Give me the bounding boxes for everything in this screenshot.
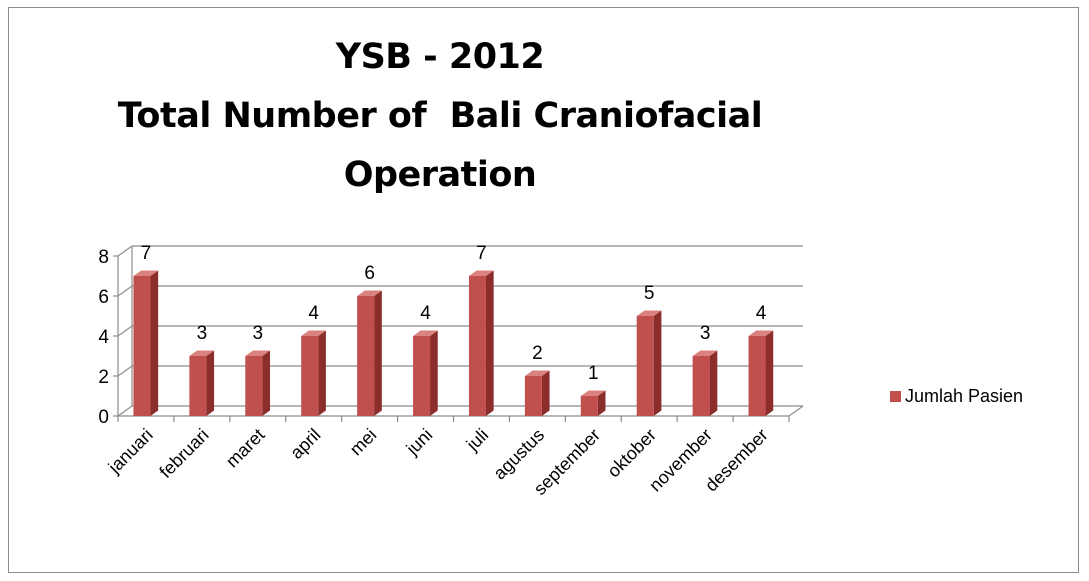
bar-top [413, 330, 438, 336]
data-label: 6 [364, 263, 375, 284]
bar-side [262, 350, 270, 416]
chart-frame [8, 7, 1079, 573]
bar-top [636, 310, 662, 316]
floor-edge [788, 405, 804, 417]
bar-side [653, 310, 662, 416]
bar-side [597, 390, 606, 416]
gridline-side [117, 285, 133, 297]
bar-side [430, 330, 438, 416]
bar-top [245, 350, 270, 356]
x-tick-label: mei [346, 425, 381, 460]
bar-juli [468, 276, 486, 416]
bar-side [765, 330, 774, 416]
bar-top [301, 330, 326, 336]
x-tick-label: januari [104, 425, 157, 478]
chart-legend: Jumlah Pasien [890, 386, 1023, 407]
data-label: 1 [588, 363, 599, 384]
bar-top [133, 270, 159, 276]
data-label: 4 [308, 303, 319, 324]
bar-side [206, 350, 215, 416]
bar-side [485, 270, 494, 416]
bar-juni [413, 336, 431, 416]
bar-side [318, 330, 326, 416]
bar-oktober [636, 316, 654, 416]
bar-top [357, 290, 382, 296]
x-tick-label: februari [155, 425, 212, 482]
gridline-side [117, 245, 133, 257]
data-label: 7 [476, 243, 487, 264]
gridline-side [117, 365, 133, 377]
x-tick-label: juli [462, 425, 492, 455]
bar-top [468, 270, 494, 276]
data-label: 3 [700, 323, 711, 344]
chart-title-line-1: YSB - 2012 [335, 37, 545, 77]
chart-title: YSB - 2012 Total Number of Bali Craniofa… [0, 28, 880, 205]
bar-januari [133, 276, 151, 416]
bar-maret [245, 356, 263, 416]
bar-desember [748, 336, 766, 416]
data-label: 4 [420, 303, 431, 324]
bar-november [692, 356, 710, 416]
bar-side [541, 370, 550, 416]
bar-mei [357, 296, 375, 416]
bar-top [189, 350, 215, 356]
data-label: 7 [141, 243, 152, 264]
data-label: 5 [644, 283, 655, 304]
bar-top [748, 330, 774, 336]
gridline-side [117, 405, 133, 417]
bar-side [709, 350, 718, 416]
y-tick-label: 8 [98, 247, 109, 268]
bar-februari [189, 356, 207, 416]
gridline-side [117, 325, 133, 337]
y-tick-label: 6 [98, 287, 109, 308]
chart-title-line-3: Operation [343, 155, 537, 195]
x-tick-label: oktober [603, 425, 660, 482]
x-tick-label: april [286, 425, 324, 463]
bar-top [580, 390, 606, 396]
bar-top [524, 370, 550, 376]
chart-title-line-2: Total Number of Bali Craniofacial [117, 96, 763, 136]
data-label: 3 [253, 323, 264, 344]
legend-swatch [890, 391, 901, 402]
data-label: 4 [756, 303, 767, 324]
data-label: 3 [197, 323, 208, 344]
data-label: 2 [532, 343, 543, 364]
y-tick-label: 0 [98, 407, 109, 428]
y-tick-label: 4 [98, 327, 109, 348]
x-tick-label: juni [402, 425, 437, 460]
bar-september [580, 396, 598, 416]
bar-side [374, 290, 382, 416]
bar-april [301, 336, 319, 416]
x-tick-label: maret [222, 425, 269, 472]
legend-label: Jumlah Pasien [905, 386, 1024, 406]
bar-side [150, 270, 159, 416]
bar-top [692, 350, 718, 356]
bar-agustus [524, 376, 542, 416]
y-tick-label: 2 [98, 367, 109, 388]
